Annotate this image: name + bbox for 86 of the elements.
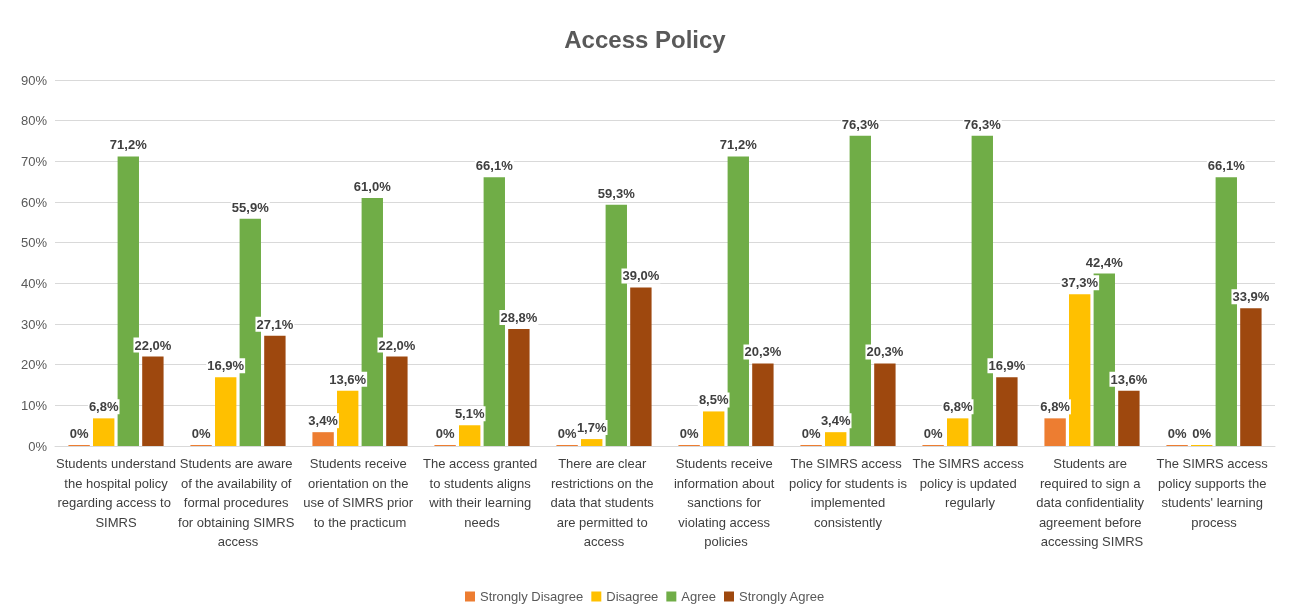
data-label: 20,3% <box>866 344 904 360</box>
data-label: 42,4% <box>1085 254 1124 270</box>
x-tick-label: There are clear restrictions on the data that students are permitted to access <box>550 456 658 550</box>
bar <box>1240 308 1262 446</box>
data-label: 22,0% <box>134 337 172 353</box>
data-label: 0% <box>923 426 943 441</box>
x-tick-label: The SIMRS access policy supports the students' learning process <box>1156 456 1272 530</box>
x-tick-label: Students receive information about sanctions for violating access policies <box>673 456 779 550</box>
data-label: 76,3% <box>841 116 880 132</box>
bar <box>581 439 603 446</box>
bar <box>996 377 1018 446</box>
data-label: 5,1% <box>454 406 485 422</box>
bar <box>215 377 237 446</box>
data-label: 66,1% <box>1207 158 1246 174</box>
bar <box>874 363 896 446</box>
data-label: 13,6% <box>329 371 367 387</box>
x-tick-label: Students are required to sign a data confidentiality agreement before accessing SIMRS <box>1036 456 1148 550</box>
data-label: 0% <box>1192 426 1212 441</box>
data-label: 61,0% <box>353 178 392 194</box>
bar <box>459 425 481 446</box>
data-label: 0% <box>191 426 211 441</box>
y-tick-label: 80% <box>20 113 48 129</box>
data-label: 27,1% <box>256 316 294 332</box>
bar <box>752 363 774 446</box>
data-label: 3,4% <box>820 413 851 429</box>
y-tick-label: 30% <box>20 316 48 332</box>
y-tick-label: 0% <box>28 438 48 454</box>
data-label: 39,0% <box>622 268 660 284</box>
data-label: 6,8% <box>1040 399 1071 415</box>
data-label: 8,5% <box>698 392 729 408</box>
data-label: 28,8% <box>500 309 538 325</box>
legend-label: Strongly Agree <box>739 589 825 604</box>
legend-label: Disagree <box>606 589 659 604</box>
data-label: 71,2% <box>109 137 148 153</box>
data-label: 1,7% <box>576 420 607 436</box>
legend-label: Strongly Disagree <box>479 589 584 604</box>
x-tick-label: The access granted to students aligns with their learning needs <box>423 456 541 530</box>
bar <box>947 418 969 446</box>
bar <box>1044 418 1066 446</box>
bar <box>508 328 530 446</box>
bar <box>264 335 286 446</box>
x-tick-label: The SIMRS access policy for students is implemented consistently <box>789 456 908 530</box>
y-tick-label: 90% <box>20 72 48 88</box>
y-tick-label: 70% <box>20 153 48 169</box>
data-label: 0% <box>679 426 699 441</box>
chart-title: Access Policy <box>564 25 727 53</box>
data-label: 0% <box>1167 426 1187 441</box>
legend-label: Agree <box>681 589 717 604</box>
data-label: 55,9% <box>231 199 270 215</box>
data-label: 16,9% <box>988 358 1026 374</box>
x-tick-label: The SIMRS access policy is updated regularly <box>912 456 1028 511</box>
data-label: 66,1% <box>475 158 514 174</box>
x-tick-label: Students are aware of the availability of formal procedures for obtaining SIMRS access <box>178 456 298 550</box>
data-label: 76,3% <box>963 116 1002 132</box>
data-label: 22,0% <box>378 337 416 353</box>
data-label: 13,6% <box>1110 371 1148 387</box>
bar <box>386 356 408 446</box>
bar <box>1118 390 1140 446</box>
data-label: 37,3% <box>1061 275 1099 291</box>
data-label: 33,9% <box>1232 289 1270 305</box>
bar <box>93 418 115 446</box>
data-label: 0% <box>435 426 455 441</box>
data-label: 0% <box>801 426 821 441</box>
bar <box>630 287 652 446</box>
bar <box>142 356 164 446</box>
bar <box>312 432 334 446</box>
data-label: 16,9% <box>207 358 245 374</box>
data-label: 20,3% <box>744 344 782 360</box>
bar <box>1069 294 1091 446</box>
bar <box>337 390 359 446</box>
data-label: 59,3% <box>597 185 636 201</box>
data-label: 6,8% <box>88 399 119 415</box>
y-tick-label: 20% <box>20 357 48 373</box>
y-tick-label: 40% <box>20 275 48 291</box>
bar <box>825 432 847 446</box>
data-label: 71,2% <box>719 137 758 153</box>
x-tick-label: Students receive orientation on the use of SIMRS prior to the practicum <box>303 456 417 530</box>
data-label: 0% <box>557 426 577 441</box>
data-label: 6,8% <box>942 399 973 415</box>
x-tick-label: Students understand the hospital policy regarding access to SIMRS <box>56 456 176 530</box>
y-tick-label: 60% <box>20 194 48 210</box>
data-label: 0% <box>69 426 89 441</box>
y-tick-label: 10% <box>20 397 48 413</box>
y-tick-label: 50% <box>20 235 48 251</box>
bar <box>703 411 725 446</box>
data-label: 3,4% <box>308 413 339 429</box>
